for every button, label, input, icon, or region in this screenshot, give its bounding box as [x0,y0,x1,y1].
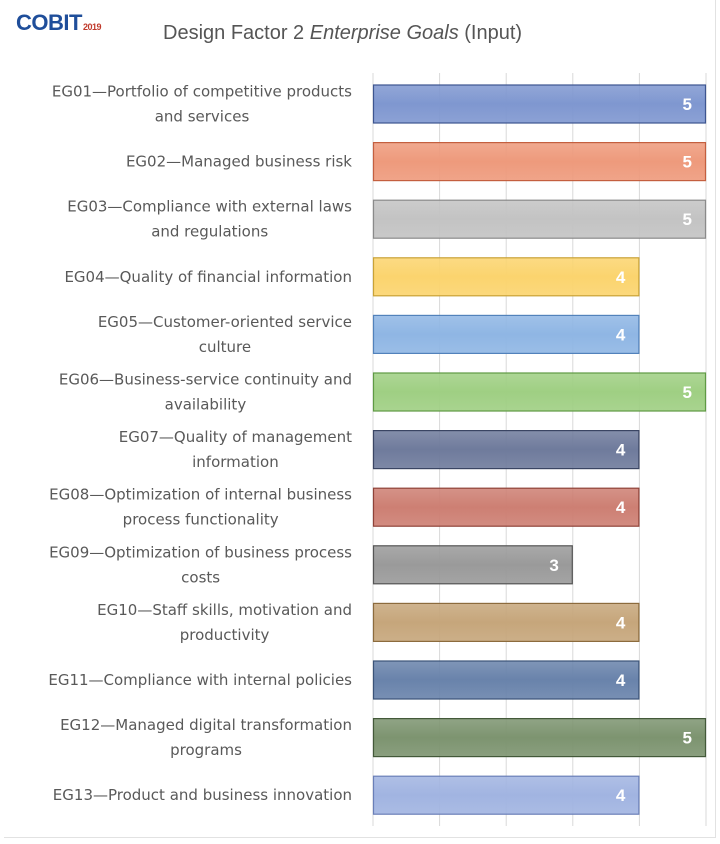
chart-frame [4,0,716,838]
cobit-logo: COBIT2019 [16,10,101,36]
value-label: 4 [616,268,626,287]
value-label: 4 [616,325,626,344]
category-label: culture [199,338,251,356]
value-label: 4 [616,671,626,690]
bar [372,775,640,815]
value-label: 5 [683,383,692,402]
bar [372,372,707,412]
value-label: 4 [616,498,626,517]
category-label: programs [170,741,242,759]
category-label: and regulations [151,223,268,241]
value-label: 4 [616,613,626,632]
category-label: costs [181,568,220,586]
category-label: EG10—Staff skills, motivation and [97,601,352,619]
bar [372,142,707,182]
category-label: and services [155,108,250,126]
value-label: 3 [549,556,558,575]
category-label: process functionality [123,511,279,529]
category-label: availability [165,396,247,414]
category-label: EG03—Compliance with external laws [67,198,352,216]
bar [372,314,640,354]
title-suffix: (Input) [458,22,523,44]
value-label: 5 [683,153,692,172]
bar [372,257,640,297]
category-label: productivity [180,626,270,644]
value-label: 5 [683,729,692,748]
category-label: EG02—Managed business risk [126,153,352,171]
category-label: EG04—Quality of financial information [64,268,352,286]
bar [372,545,573,585]
value-label: 4 [616,786,626,805]
value-label: 5 [683,95,692,114]
bar [372,199,707,239]
category-label: EG06—Business-service continuity and [59,371,352,389]
category-label: EG07—Quality of management [119,428,352,446]
category-label: EG05—Customer-oriented service [98,313,352,331]
bar [372,660,640,700]
bar [372,717,707,758]
value-label: 4 [616,441,626,460]
category-label: EG01—Portfolio of competitive products [52,83,352,101]
category-label: EG12—Managed digital transformation [60,716,352,734]
bar [372,487,640,527]
category-label: EG08—Optimization of internal business [49,486,352,504]
logo-text: COBIT [16,10,82,35]
bar [372,602,640,643]
category-label: EG13—Product and business innovation [53,786,352,804]
category-label: information [192,453,279,471]
bar [372,430,640,470]
category-label: EG09—Optimization of business process [49,543,352,561]
title-italic: Enterprise Goals [309,22,459,44]
chart-title: Design Factor 2 Enterprise Goals (Input) [163,22,522,45]
value-label: 5 [683,210,692,229]
title-prefix: Design Factor 2 [163,22,310,44]
bar [372,84,707,124]
category-label: EG11—Compliance with internal policies [48,671,352,689]
logo-year: 2019 [82,22,102,32]
